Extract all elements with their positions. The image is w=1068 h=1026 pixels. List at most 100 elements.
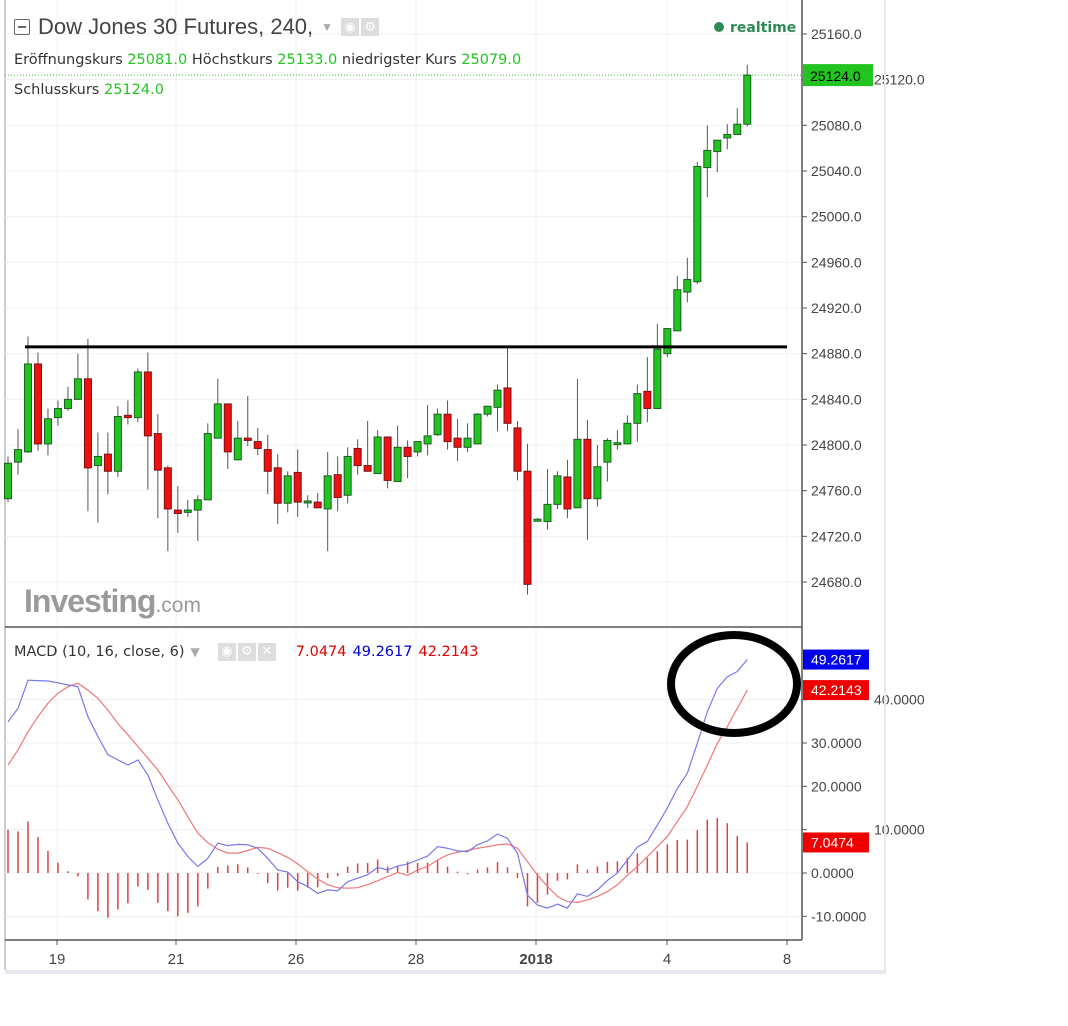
candle xyxy=(583,419,592,540)
candle-body xyxy=(603,439,612,463)
time-axis-label: 26 xyxy=(288,951,305,968)
candle-body xyxy=(743,74,752,125)
time-axis-label: 8 xyxy=(783,951,791,968)
candle-body xyxy=(393,446,402,483)
candle xyxy=(623,415,632,445)
candle-body xyxy=(143,371,152,437)
candle-body xyxy=(723,133,732,139)
eye-icon[interactable]: ◉ xyxy=(341,18,360,36)
candle xyxy=(693,161,702,285)
plot-area xyxy=(5,0,802,940)
price-axis-label: 24920.0 xyxy=(811,300,862,316)
candle-body xyxy=(83,378,92,469)
candle xyxy=(343,447,352,504)
price-axis-label: 24840.0 xyxy=(811,391,862,407)
candle-body xyxy=(263,449,272,472)
candle-body xyxy=(593,466,602,500)
eye-icon[interactable]: ◉ xyxy=(217,643,236,661)
gear-icon[interactable]: ⚙ xyxy=(237,643,256,661)
candle xyxy=(543,468,552,530)
candle xyxy=(573,378,582,509)
macd-legend: MACD (10, 16, close, 6) ▼ ◉ ⚙ ✕ 7.0474 49.… xyxy=(14,643,478,661)
candle-body xyxy=(283,475,292,504)
candle xyxy=(593,445,602,507)
candle-body xyxy=(203,433,212,501)
macd-axis-label: 20.0000 xyxy=(811,778,862,794)
time-axis-label: 4 xyxy=(663,951,671,968)
high-value: 25133.0 xyxy=(277,52,338,68)
macd-line xyxy=(7,659,748,909)
candle xyxy=(153,414,162,519)
low-value: 25079.0 xyxy=(461,52,522,68)
close-value: 25124.0 xyxy=(103,82,164,98)
time-axis-label: 2018 xyxy=(519,951,552,968)
candle xyxy=(313,492,322,509)
price-axis-label: 24800.0 xyxy=(811,437,862,453)
candle-body xyxy=(633,393,642,424)
candle xyxy=(643,357,652,423)
price-axis-label: 24720.0 xyxy=(811,528,862,544)
high-label: Höchstkurs xyxy=(191,52,273,68)
candle-body xyxy=(543,503,552,523)
candle-body xyxy=(713,139,722,153)
candle xyxy=(603,438,612,482)
candle xyxy=(233,421,242,461)
candle xyxy=(73,353,82,400)
candle xyxy=(323,451,332,552)
candle-body xyxy=(233,437,242,461)
candle xyxy=(463,423,472,452)
chevron-down-icon[interactable]: ▼ xyxy=(321,20,334,34)
candle xyxy=(653,323,662,409)
open-label: Eröffnungskurs xyxy=(14,52,123,68)
candle-body xyxy=(183,509,192,513)
chevron-down-icon[interactable]: ▼ xyxy=(190,645,200,659)
candle-body xyxy=(443,413,452,443)
candle xyxy=(4,456,12,503)
candle xyxy=(363,421,372,472)
price-axis-label: 24760.0 xyxy=(811,483,862,499)
candle xyxy=(613,430,622,450)
candle xyxy=(103,432,112,495)
macd-badge-label: 49.2617 xyxy=(811,652,862,668)
candle xyxy=(723,124,732,150)
candle-body xyxy=(93,455,102,467)
candle xyxy=(513,421,522,481)
symbol-title[interactable]: Dow Jones 30 Futures, 240, xyxy=(38,14,314,39)
collapse-icon[interactable] xyxy=(14,19,30,35)
price-axis-label: 25080.0 xyxy=(811,117,862,133)
candle xyxy=(533,518,542,522)
candle-body xyxy=(513,427,522,472)
candle-body xyxy=(343,455,352,496)
price-axis-label: 25000.0 xyxy=(811,209,862,225)
candle xyxy=(683,257,692,303)
candle xyxy=(283,471,292,513)
candle xyxy=(483,405,492,417)
candle-body xyxy=(63,398,72,409)
gear-icon[interactable]: ⚙ xyxy=(361,18,380,36)
candle xyxy=(393,425,402,483)
time-axis-label: 28 xyxy=(408,951,425,968)
candle-body xyxy=(663,328,672,355)
candle xyxy=(23,336,32,454)
candle-body xyxy=(13,449,22,463)
candle-body xyxy=(313,501,322,509)
candle xyxy=(133,368,142,423)
candle xyxy=(243,395,252,447)
close-icon[interactable]: ✕ xyxy=(257,643,276,661)
macd-label[interactable]: MACD (10, 16, close, 6) xyxy=(14,644,185,660)
candle xyxy=(383,436,392,489)
candle xyxy=(503,345,512,432)
price-axis-label: 25040.0 xyxy=(811,163,862,179)
candle-body xyxy=(403,446,412,457)
macd-badge xyxy=(803,649,869,670)
candle-body xyxy=(4,462,12,500)
candle xyxy=(113,406,122,477)
status-label: realtime xyxy=(730,20,797,36)
candle-body xyxy=(213,403,222,439)
close-label: Schlusskurs xyxy=(14,82,100,98)
last-price-badge-label: 25124.0 xyxy=(810,68,861,84)
candle xyxy=(43,408,52,456)
candle-body xyxy=(353,447,362,467)
candle xyxy=(673,276,682,332)
